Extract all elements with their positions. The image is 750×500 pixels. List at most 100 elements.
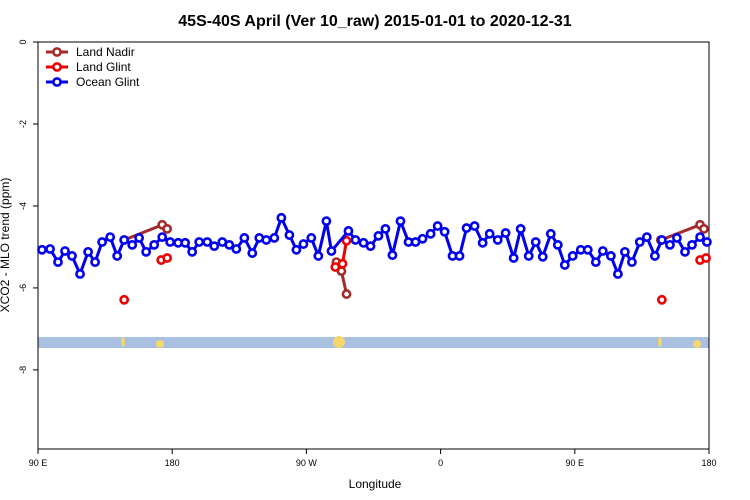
x-tick-label: 180 bbox=[701, 458, 716, 468]
data-point bbox=[680, 246, 690, 257]
data-point bbox=[337, 258, 348, 269]
land-mask bbox=[38, 337, 709, 348]
data-point bbox=[439, 226, 450, 237]
data-point bbox=[149, 239, 160, 250]
x-tick-label: 0 bbox=[438, 458, 443, 468]
data-point bbox=[231, 244, 242, 254]
data-point bbox=[672, 233, 682, 243]
data-point bbox=[247, 248, 258, 258]
data-point bbox=[461, 223, 472, 233]
data-point bbox=[387, 250, 398, 261]
data-point bbox=[665, 239, 675, 250]
data-point bbox=[141, 246, 152, 257]
data-point bbox=[380, 224, 391, 234]
data-point bbox=[567, 251, 578, 261]
data-point bbox=[194, 237, 205, 247]
x-axis-label: Longitude bbox=[349, 477, 402, 491]
data-point bbox=[656, 235, 667, 245]
data-point bbox=[90, 257, 101, 267]
data-point bbox=[701, 253, 711, 263]
data-point bbox=[687, 239, 697, 250]
x-tick-label: 90 W bbox=[296, 458, 318, 468]
land-spot bbox=[693, 340, 701, 348]
data-point bbox=[582, 244, 593, 255]
data-point bbox=[620, 246, 630, 257]
data-point bbox=[53, 257, 63, 267]
data-point bbox=[612, 269, 623, 279]
land-spot bbox=[121, 337, 125, 347]
legend-marker bbox=[52, 47, 62, 57]
series bbox=[37, 212, 712, 279]
series bbox=[119, 235, 711, 305]
data-point bbox=[112, 251, 123, 261]
legend-label: Land Nadir bbox=[76, 45, 135, 59]
data-point bbox=[656, 294, 667, 305]
data-point bbox=[224, 239, 235, 250]
data-point bbox=[162, 224, 173, 234]
data-point bbox=[202, 237, 213, 247]
data-point bbox=[500, 228, 511, 238]
data-point bbox=[239, 233, 250, 243]
data-point bbox=[165, 237, 176, 247]
data-point bbox=[284, 230, 295, 240]
y-tick-label: -6 bbox=[18, 284, 28, 292]
data-point bbox=[119, 235, 130, 245]
x-tick-label: 90 E bbox=[29, 458, 48, 468]
data-point bbox=[425, 228, 436, 239]
legend-label: Land Glint bbox=[76, 60, 131, 74]
data-point bbox=[484, 228, 495, 239]
y-tick-label: -4 bbox=[18, 202, 28, 210]
data-point bbox=[605, 251, 616, 261]
data-point bbox=[702, 237, 712, 247]
data-point bbox=[313, 251, 324, 261]
data-point bbox=[477, 237, 488, 248]
data-point bbox=[134, 233, 144, 243]
y-tick-label: -2 bbox=[18, 120, 28, 128]
data-point bbox=[508, 253, 519, 263]
data-point bbox=[699, 224, 709, 234]
y-tick-label: -8 bbox=[18, 366, 28, 374]
data-point bbox=[627, 257, 637, 267]
data-point bbox=[105, 232, 116, 242]
land-strip bbox=[38, 336, 709, 348]
data-point bbox=[298, 239, 309, 249]
data-point bbox=[469, 221, 480, 231]
series bbox=[119, 219, 709, 299]
data-point bbox=[97, 237, 108, 247]
data-point bbox=[432, 221, 443, 231]
data-point bbox=[306, 233, 317, 243]
land-spot bbox=[658, 337, 662, 347]
data-point bbox=[261, 235, 272, 245]
data-point bbox=[45, 244, 55, 254]
data-point bbox=[545, 228, 556, 239]
x-tick-label: 180 bbox=[165, 458, 180, 468]
data-point bbox=[590, 257, 601, 267]
y-tick-label: 0 bbox=[18, 39, 28, 44]
data-point bbox=[119, 294, 130, 305]
data-point bbox=[67, 251, 77, 261]
data-point bbox=[395, 216, 406, 227]
data-point bbox=[157, 232, 168, 242]
legend-marker bbox=[52, 62, 62, 72]
data-point bbox=[530, 237, 541, 247]
data-point bbox=[559, 260, 570, 270]
data-point bbox=[341, 235, 352, 246]
data-point bbox=[75, 269, 85, 279]
data-point bbox=[373, 230, 384, 241]
data-point bbox=[552, 239, 563, 250]
data-point bbox=[60, 246, 70, 256]
data-point bbox=[343, 226, 354, 236]
data-point bbox=[209, 241, 220, 252]
data-point bbox=[127, 239, 138, 250]
legend-label: Ocean Glint bbox=[76, 75, 140, 89]
land-spot bbox=[333, 336, 345, 348]
data-point bbox=[597, 246, 608, 256]
data-point bbox=[83, 246, 94, 257]
data-point bbox=[649, 251, 660, 261]
data-point bbox=[269, 233, 280, 243]
data-point bbox=[180, 237, 191, 248]
land-spot bbox=[156, 340, 164, 348]
data-point bbox=[641, 232, 652, 242]
data-point bbox=[291, 244, 302, 255]
